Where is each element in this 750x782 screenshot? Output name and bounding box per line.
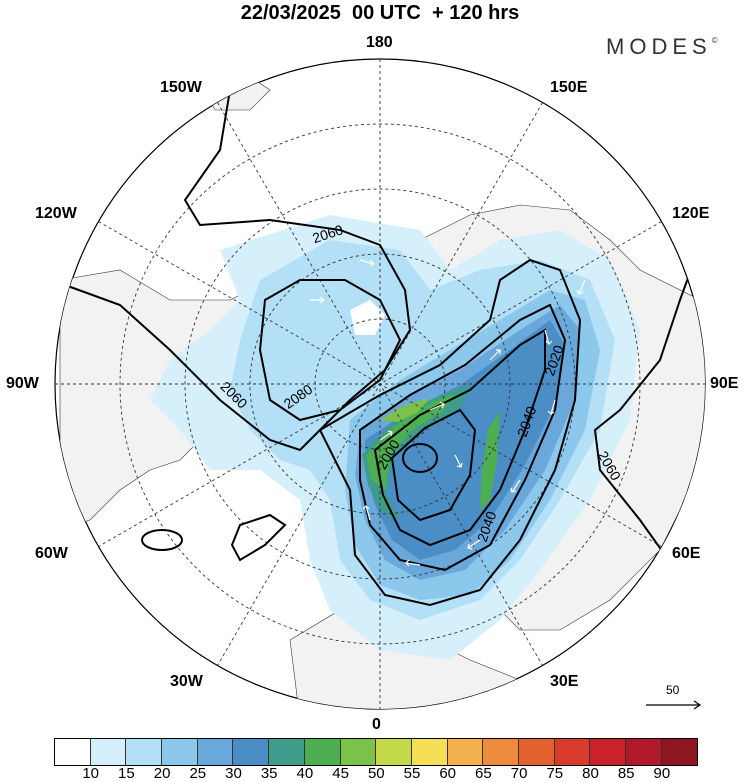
colorbar-tick-label: 50 bbox=[367, 765, 385, 782]
colorbar-swatch bbox=[411, 739, 448, 765]
colorbar-swatch bbox=[518, 739, 555, 765]
vector-scale-label: 50 bbox=[666, 683, 680, 697]
colorbar-swatch bbox=[340, 739, 377, 765]
colorbar-tick-label: 85 bbox=[617, 765, 635, 782]
colorbar-swatch bbox=[55, 739, 91, 765]
brand-logo: MODES© bbox=[606, 34, 718, 60]
colorbar-swatch bbox=[162, 739, 198, 765]
shade-inner-ring bbox=[480, 410, 500, 510]
colorbar-tick-label: 45 bbox=[332, 765, 349, 782]
lon-label-30w: 30W bbox=[170, 673, 203, 690]
lon-label-150e: 150E bbox=[550, 79, 588, 96]
colorbar-swatch bbox=[590, 739, 626, 765]
colorbar-tick-label: 80 bbox=[582, 765, 599, 782]
contour-2060-east bbox=[593, 244, 701, 591]
colorbar-tick-label: 25 bbox=[189, 765, 207, 782]
lon-label-60e: 60E bbox=[672, 545, 701, 562]
lon-label-60w: 60W bbox=[35, 545, 68, 562]
map-title: 22/03/2025 00 UTC + 120 hrs bbox=[240, 2, 520, 24]
polar-stereographic-map: 2060 2080 2060 2020 2040 2000 2040 2060 bbox=[54, 58, 706, 710]
contour-2040 bbox=[359, 303, 567, 572]
colorbar-tick-label: 30 bbox=[225, 765, 242, 782]
contour-blob-1 bbox=[141, 529, 183, 551]
copyright-mark: © bbox=[711, 36, 718, 45]
brand-name: MODES bbox=[606, 34, 712, 59]
colorbar-tick-label: 55 bbox=[403, 765, 421, 782]
colorbar-swatch bbox=[269, 739, 305, 765]
shade-45 bbox=[366, 394, 455, 490]
graticule bbox=[55, 59, 705, 709]
colorbar-swatch bbox=[90, 739, 127, 765]
colorbar-tick-label: 75 bbox=[546, 765, 564, 782]
colorbar-tick-label: 10 bbox=[82, 765, 100, 782]
lon-label-120e: 120E bbox=[672, 205, 710, 222]
contour-blob-2 bbox=[230, 513, 287, 562]
geopotential-contours bbox=[64, 89, 701, 607]
colorbar-swatch bbox=[554, 739, 591, 765]
contour-2060-loop bbox=[318, 258, 582, 607]
lon-label-180: 180 bbox=[366, 34, 393, 51]
lon-label-120w: 120W bbox=[35, 205, 77, 222]
contour-2060-west bbox=[64, 89, 412, 452]
colorbar-tick-label: 70 bbox=[510, 765, 528, 782]
colorbar-tick-label: 65 bbox=[475, 765, 492, 782]
colorbar-ticks: 10 15 20 25 30 35 40 45 50 55 60 65 70 75 80 85 90 bbox=[0, 765, 750, 782]
colorbar-swatch bbox=[126, 739, 163, 765]
colorbar-swatch bbox=[376, 739, 412, 765]
colorbar-swatch bbox=[447, 739, 484, 765]
colorbar-swatch bbox=[233, 739, 270, 765]
shade-50 bbox=[380, 398, 430, 422]
colorbar-swatch bbox=[197, 739, 234, 765]
colorbar-tick-label: 15 bbox=[118, 765, 135, 782]
colorbar-tick-label: 60 bbox=[439, 765, 457, 782]
contour-low-center bbox=[402, 443, 438, 473]
lon-label-150w: 150W bbox=[160, 79, 202, 96]
shade-35 bbox=[365, 320, 565, 560]
wind-vectors bbox=[310, 259, 586, 567]
contour-2000 bbox=[390, 408, 477, 522]
colorbar-swatch bbox=[483, 739, 519, 765]
colorbar-swatch bbox=[626, 739, 662, 765]
contour-2020 bbox=[373, 328, 546, 547]
colorbar-tick-label: 35 bbox=[260, 765, 278, 782]
contour-2080 bbox=[258, 279, 402, 422]
colorbar-swatch bbox=[304, 739, 341, 765]
colorbar-tick-label: 40 bbox=[296, 765, 314, 782]
shade-arctic-core bbox=[350, 300, 385, 335]
colorbar bbox=[54, 738, 699, 766]
colorbar-swatch bbox=[661, 739, 698, 765]
vector-scale-arrow bbox=[646, 700, 702, 710]
lon-label-30e: 30E bbox=[550, 673, 579, 690]
lon-label-90w: 90W bbox=[6, 375, 39, 392]
colorbar-tick-label: 20 bbox=[153, 765, 171, 782]
lon-label-90e: 90E bbox=[710, 375, 739, 392]
lon-label-0: 0 bbox=[372, 716, 381, 733]
colorbar-tick-label: 90 bbox=[653, 765, 671, 782]
